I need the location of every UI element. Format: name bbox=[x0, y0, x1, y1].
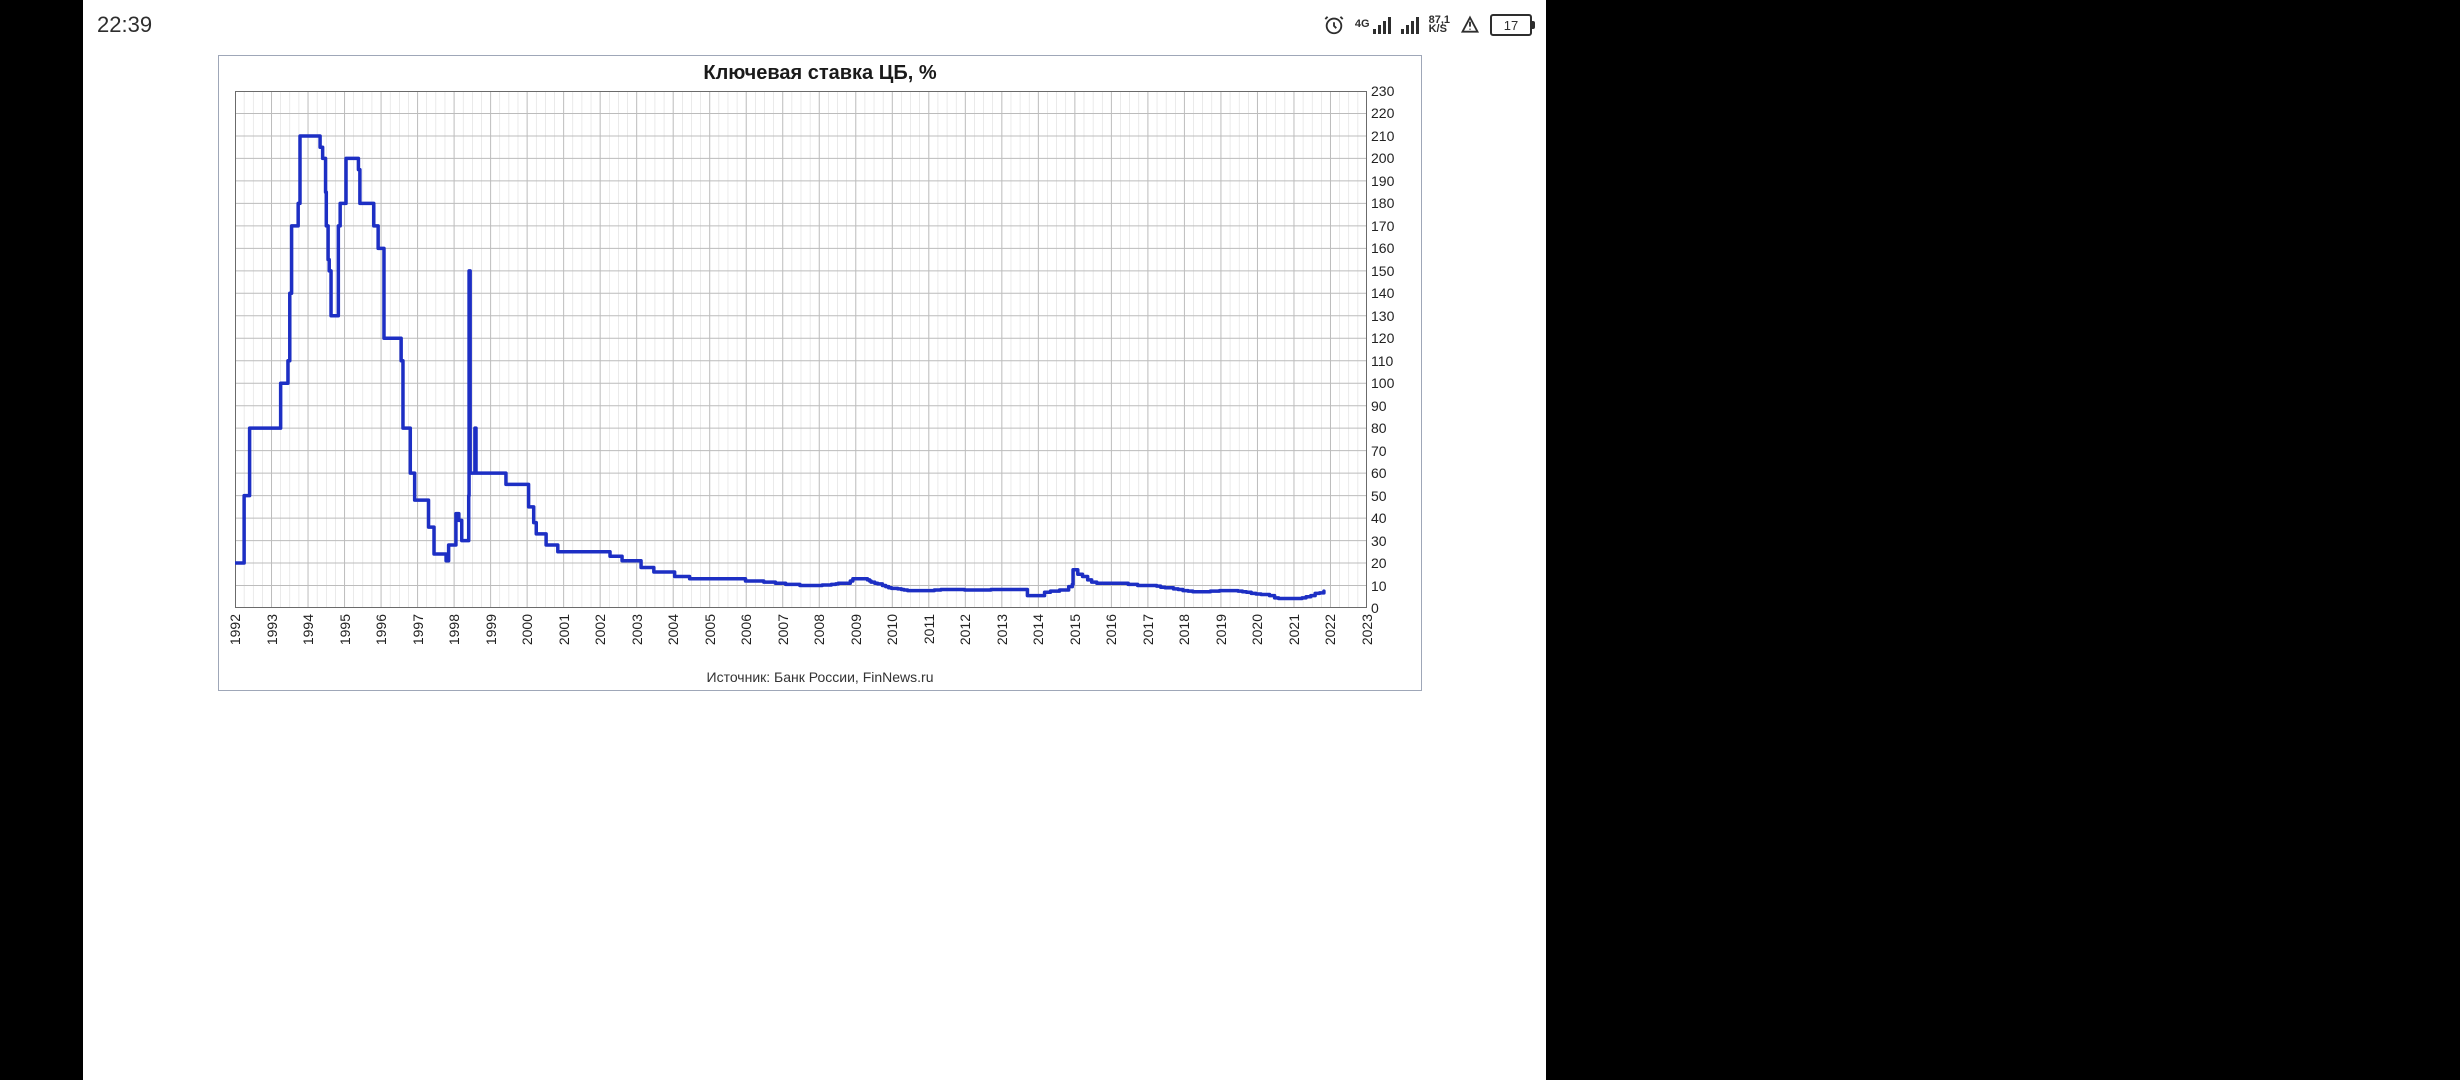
signal-icon bbox=[1401, 16, 1419, 34]
chart-plot-area bbox=[235, 91, 1367, 608]
y-tick-label: 100 bbox=[1371, 376, 1394, 390]
x-tick-label: 2004 bbox=[666, 614, 680, 645]
x-tick-label: 1993 bbox=[265, 614, 279, 645]
x-tick-label: 2017 bbox=[1141, 614, 1155, 645]
data-rate-icon: 87,1 K/S bbox=[1429, 16, 1450, 35]
x-axis-ticks: 1992199319941995199619971998199920002001… bbox=[235, 612, 1367, 666]
y-tick-label: 130 bbox=[1371, 309, 1394, 323]
y-tick-label: 120 bbox=[1371, 331, 1394, 345]
y-tick-label: 40 bbox=[1371, 511, 1387, 525]
y-tick-label: 50 bbox=[1371, 489, 1387, 503]
phone-screen: 22:39 4G 87, bbox=[83, 0, 1546, 1080]
y-tick-label: 10 bbox=[1371, 579, 1387, 593]
x-tick-label: 2001 bbox=[557, 614, 571, 645]
y-tick-label: 220 bbox=[1371, 106, 1394, 120]
y-tick-label: 60 bbox=[1371, 466, 1387, 480]
x-tick-label: 2012 bbox=[958, 614, 972, 645]
x-tick-label: 1996 bbox=[374, 614, 388, 645]
chart-source: Источник: Банк России, FinNews.ru bbox=[219, 669, 1421, 685]
y-tick-label: 150 bbox=[1371, 264, 1394, 278]
x-tick-label: 2006 bbox=[739, 614, 753, 645]
triangle-icon bbox=[1460, 15, 1480, 35]
x-tick-label: 2013 bbox=[995, 614, 1009, 645]
y-tick-label: 190 bbox=[1371, 174, 1394, 188]
alarm-icon bbox=[1323, 14, 1345, 36]
x-tick-label: 2020 bbox=[1250, 614, 1264, 645]
x-tick-label: 1994 bbox=[301, 614, 315, 645]
x-tick-label: 2008 bbox=[812, 614, 826, 645]
status-bar: 22:39 4G 87, bbox=[83, 0, 1546, 50]
chart-title: Ключевая ставка ЦБ, % bbox=[219, 62, 1421, 85]
x-tick-label: 2007 bbox=[776, 614, 790, 645]
x-tick-label: 2003 bbox=[630, 614, 644, 645]
y-tick-label: 70 bbox=[1371, 444, 1387, 458]
battery-percent: 17 bbox=[1504, 18, 1518, 33]
y-tick-label: 20 bbox=[1371, 556, 1387, 570]
y-tick-label: 210 bbox=[1371, 129, 1394, 143]
x-tick-label: 2009 bbox=[849, 614, 863, 645]
y-tick-label: 90 bbox=[1371, 399, 1387, 413]
y-tick-label: 0 bbox=[1371, 601, 1379, 615]
x-tick-label: 1997 bbox=[411, 614, 425, 645]
chart-card: Ключевая ставка ЦБ, % 0 10 20 30 40 50 60 70 80 9… bbox=[218, 55, 1422, 691]
x-tick-label: 2015 bbox=[1068, 614, 1082, 645]
x-tick-label: 2010 bbox=[885, 614, 899, 645]
x-tick-label: 1992 bbox=[228, 614, 242, 645]
y-tick-label: 170 bbox=[1371, 219, 1394, 233]
x-tick-label: 2011 bbox=[922, 614, 936, 644]
battery-icon: 17 bbox=[1490, 14, 1532, 36]
network-4g-icon: 4G bbox=[1355, 16, 1391, 34]
y-tick-label: 180 bbox=[1371, 196, 1394, 210]
x-tick-label: 2019 bbox=[1214, 614, 1228, 645]
y-tick-label: 160 bbox=[1371, 241, 1394, 255]
x-tick-label: 2023 bbox=[1360, 614, 1374, 645]
y-tick-label: 30 bbox=[1371, 534, 1387, 548]
x-tick-label: 1998 bbox=[447, 614, 461, 645]
x-tick-label: 1995 bbox=[338, 614, 352, 645]
y-tick-label: 110 bbox=[1371, 354, 1393, 368]
x-tick-label: 2002 bbox=[593, 614, 607, 645]
status-time: 22:39 bbox=[97, 12, 152, 38]
x-tick-label: 2022 bbox=[1323, 614, 1337, 645]
x-tick-label: 2014 bbox=[1031, 614, 1045, 645]
y-tick-label: 80 bbox=[1371, 421, 1387, 435]
x-tick-label: 2021 bbox=[1287, 614, 1301, 645]
x-tick-label: 2000 bbox=[520, 614, 534, 645]
y-tick-label: 230 bbox=[1371, 84, 1394, 98]
x-tick-label: 2016 bbox=[1104, 614, 1118, 645]
y-axis-ticks: 0102030405060708090100110120130140150160… bbox=[1371, 91, 1419, 608]
network-sub: K/S bbox=[1429, 25, 1450, 34]
x-tick-label: 2018 bbox=[1177, 614, 1191, 645]
y-tick-label: 200 bbox=[1371, 151, 1394, 165]
network-type: 4G bbox=[1355, 20, 1370, 29]
status-right: 4G 87,1 K/S bbox=[1323, 14, 1532, 36]
x-tick-label: 1999 bbox=[484, 614, 498, 645]
chart-svg bbox=[235, 91, 1367, 608]
y-tick-label: 140 bbox=[1371, 286, 1394, 300]
x-tick-label: 2005 bbox=[703, 614, 717, 645]
